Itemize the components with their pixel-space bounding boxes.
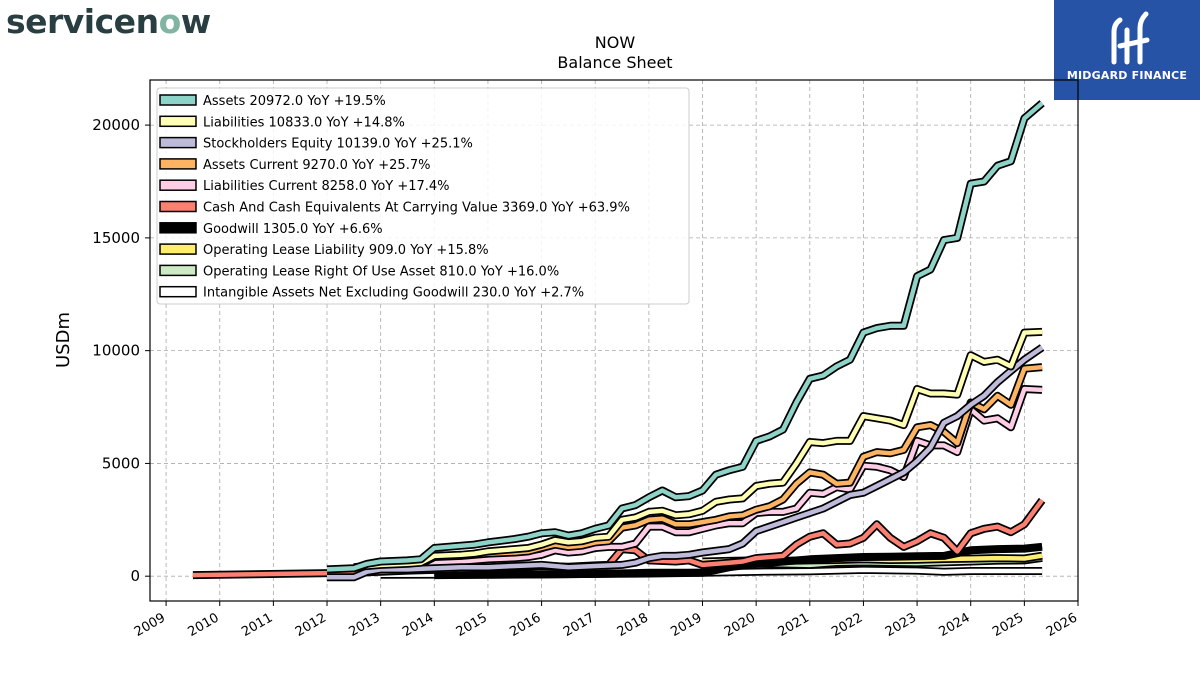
legend-entry-label: Goodwill 1305.0 YoY +6.6%	[203, 222, 383, 237]
legend-entry-label: Intangible Assets Net Excluding Goodwill…	[203, 286, 584, 301]
x-tick-label: 2009	[132, 610, 168, 640]
legend-swatch	[159, 94, 197, 106]
x-tick-label: 2011	[239, 610, 275, 640]
chart-subtitle: Balance Sheet	[557, 53, 672, 72]
legend-swatch	[159, 115, 197, 128]
legend-swatch	[159, 222, 197, 234]
y-tick-label: 0	[130, 567, 140, 585]
logo-text-o: o	[158, 2, 182, 41]
y-tick-label: 20000	[92, 116, 140, 134]
y-axis-ticks: 0 5000 10000 15000 20000	[92, 116, 150, 585]
y-tick-label: 15000	[92, 229, 140, 247]
x-tick-label: 2026	[1044, 610, 1080, 640]
logo-text-suffix: w	[180, 2, 212, 41]
series-line-goodwill	[434, 544, 1043, 578]
legend-swatch	[159, 158, 197, 170]
partner-name: MIDGARD FINANCE	[1066, 69, 1188, 82]
x-tick-label: 2018	[615, 610, 651, 640]
legend-swatch	[159, 264, 197, 277]
x-tick-label: 2025	[990, 610, 1026, 640]
y-tick-label: 5000	[102, 454, 140, 472]
x-tick-label: 2020	[722, 610, 758, 640]
x-tick-label: 2021	[776, 610, 812, 640]
x-tick-label: 2017	[561, 610, 597, 640]
chart-title: NOW	[595, 33, 636, 52]
x-tick-label: 2013	[346, 610, 382, 640]
legend-entry-label: Assets Current 9270.0 YoY +25.7%	[203, 158, 430, 173]
x-tick-label: 2019	[668, 610, 704, 640]
legend-entry-label: Assets 20972.0 YoY +19.5%	[203, 94, 386, 109]
x-axis-ticks: 2009 2010 2011 2012 2013 2014 2015 2016 2017 2018…	[132, 601, 1080, 640]
legend-swatch	[159, 243, 197, 255]
legend-entry-label: Cash And Cash Equivalents At Carrying Va…	[203, 201, 630, 216]
logo-text-prefix: servicen	[6, 2, 159, 41]
legend-entry-label: Operating Lease Right Of Use Asset 810.0…	[203, 264, 559, 279]
y-axis-label: USDm	[53, 312, 74, 368]
series-lines	[192, 100, 1046, 582]
series-line-liabilities	[353, 329, 1043, 570]
x-tick-label: 2014	[400, 610, 436, 640]
midgard-emblem-icon	[1111, 11, 1150, 65]
legend-entry-label: Liabilities Current 8258.0 YoY +17.4%	[203, 179, 450, 194]
x-tick-label: 2024	[937, 610, 973, 640]
legend: Assets 20972.0 YoY +19.5% Liabilities 108…	[156, 87, 690, 305]
x-tick-label: 2015	[454, 610, 490, 640]
legend-entry-label: Stockholders Equity 10139.0 YoY +25.1%	[203, 137, 473, 152]
x-tick-label: 2016	[507, 610, 543, 640]
x-tick-label: 2022	[829, 610, 865, 640]
series-line-assets	[326, 101, 1044, 572]
legend-entry-label: Operating Lease Liability 909.0 YoY +15.…	[203, 243, 489, 258]
series-line-stockholders-equity	[327, 345, 1044, 580]
x-tick-label: 2012	[293, 610, 329, 640]
y-tick-label: 10000	[92, 342, 140, 360]
legend-swatch	[159, 136, 197, 149]
x-tick-label: 2010	[186, 610, 222, 640]
legend-swatch	[159, 179, 197, 191]
servicenow-logo: servicenow	[6, 2, 211, 41]
x-tick-label: 2023	[883, 610, 919, 640]
legend-swatch	[159, 200, 197, 213]
plot-frame	[149, 79, 1079, 602]
legend-box	[156, 87, 690, 305]
legend-entry-label: Liabilities 10833.0 YoY +14.8%	[203, 115, 405, 130]
legend-swatch	[159, 285, 197, 298]
